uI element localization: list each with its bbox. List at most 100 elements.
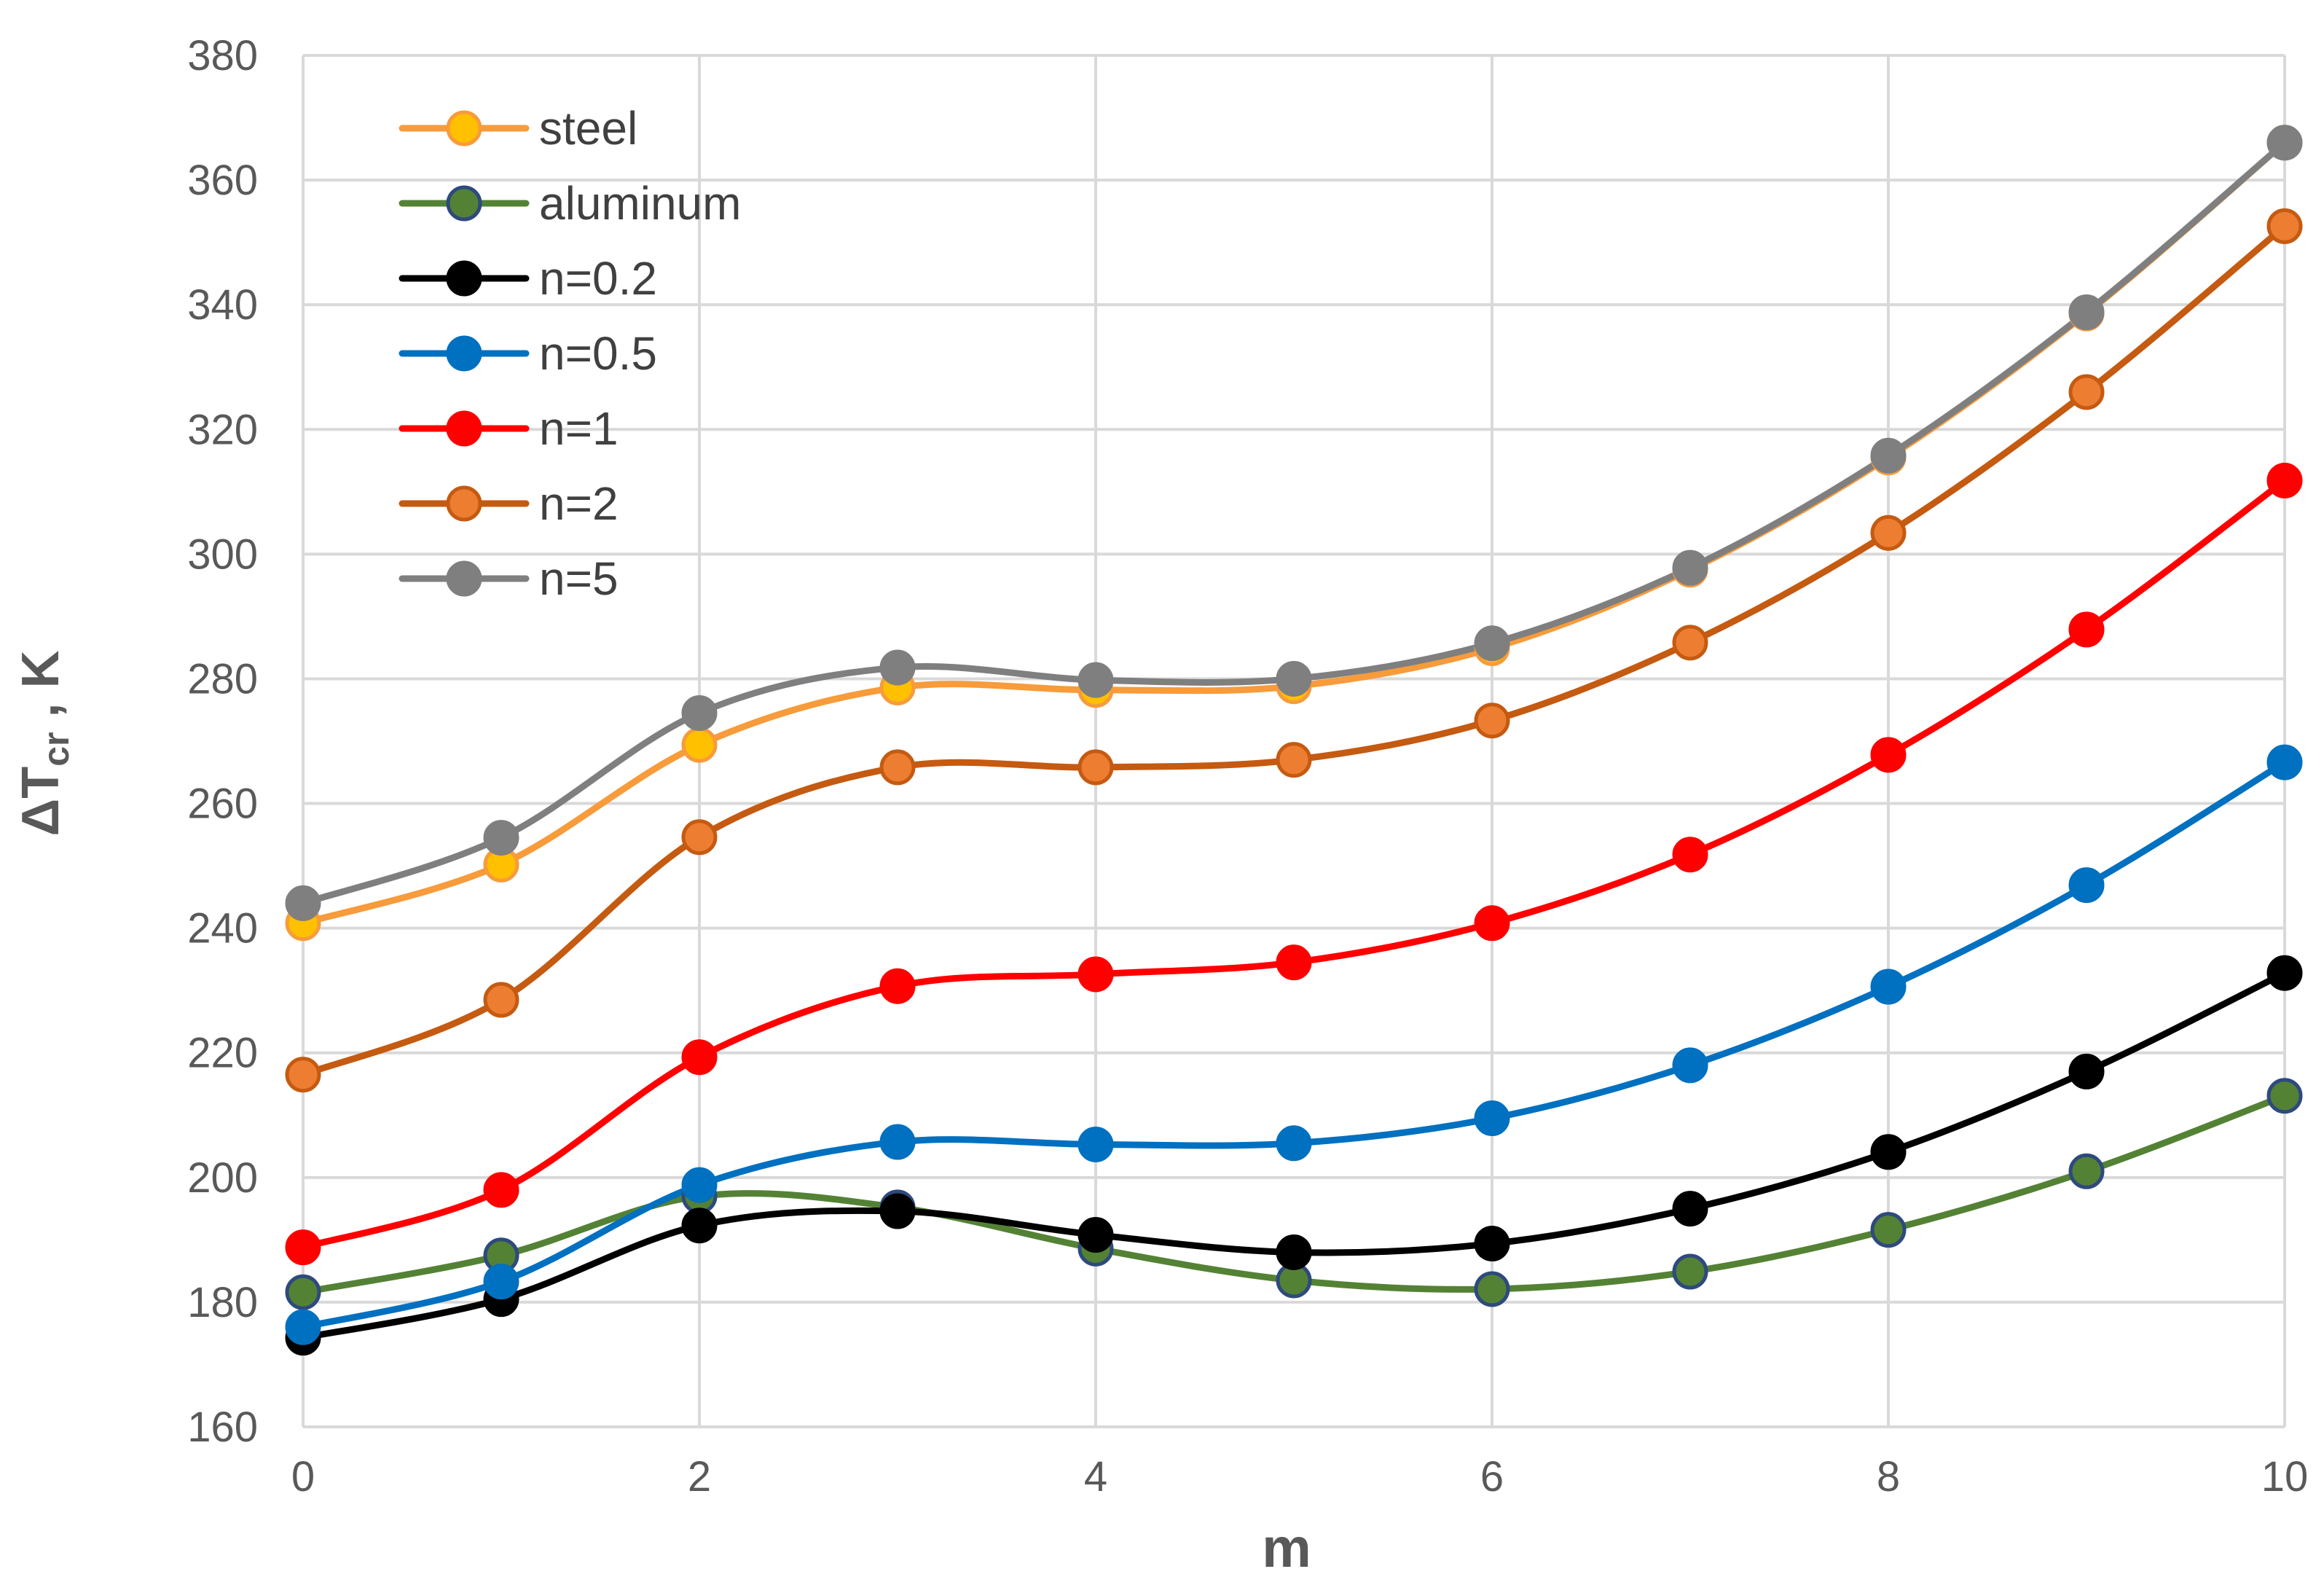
data-point-n-0-5 — [1077, 1126, 1114, 1162]
data-point-n-0-2 — [1672, 1191, 1708, 1227]
data-point-n-5 — [1077, 662, 1114, 698]
legend-item-n-1: n=1 — [399, 402, 619, 455]
y-tick-label: 340 — [187, 281, 258, 329]
series-points-aluminum — [285, 1078, 2303, 1310]
y-tick-label: 280 — [187, 655, 258, 703]
data-point-n-5 — [285, 885, 321, 921]
data-point-n-5 — [1276, 660, 1312, 697]
x-tick-label: 8 — [1877, 1453, 1900, 1500]
legend-swatch-marker — [446, 110, 482, 146]
data-point-n-1 — [1077, 956, 1114, 993]
data-point-n-2 — [1276, 742, 1312, 778]
tick-labels: 160 180 200 220 240 260 280 300 320 340 360 380 0 2 4 6… — [187, 32, 2308, 1500]
data-point-n-2 — [1672, 625, 1708, 661]
y-tick-label: 160 — [187, 1404, 258, 1451]
data-point-aluminum — [285, 1274, 321, 1310]
legend-item-steel: steel — [399, 102, 637, 154]
data-point-n-0-2 — [1276, 1234, 1312, 1270]
data-point-n-0-2 — [1870, 1134, 1907, 1170]
legend-label: n=0.5 — [539, 327, 657, 380]
data-point-n-2 — [2266, 208, 2303, 244]
x-tick-label: 10 — [2261, 1453, 2309, 1500]
series-points-n-2 — [285, 208, 2303, 1093]
data-point-n-1 — [483, 1172, 519, 1208]
legend-swatch-marker — [446, 260, 482, 297]
y-tick-label: 380 — [187, 32, 258, 79]
legend: steel aluminum n=0.2 n=0.5 n=1 n=2 n=5 — [399, 102, 741, 605]
data-point-n-1 — [1672, 837, 1708, 873]
y-tick-label: 360 — [187, 157, 258, 204]
y-tick-label: 220 — [187, 1030, 258, 1077]
legend-label: n=1 — [539, 402, 619, 455]
data-point-n-1 — [1276, 944, 1312, 981]
data-point-n-1 — [285, 1229, 321, 1266]
y-tick-label: 180 — [187, 1279, 258, 1326]
data-point-n-2 — [1870, 514, 1907, 551]
legend-swatch-marker — [446, 335, 482, 372]
y-tick-label: 300 — [187, 531, 258, 578]
data-point-n-1 — [2068, 611, 2105, 648]
data-point-n-2 — [681, 819, 718, 856]
data-point-n-2 — [285, 1057, 321, 1093]
series-markers — [285, 125, 2303, 1356]
y-axis-title: ΔTcr , K — [12, 650, 76, 836]
data-point-n-0-5 — [2266, 744, 2303, 780]
data-point-n-0-2 — [2266, 955, 2303, 991]
x-axis-title: m — [1262, 1517, 1311, 1579]
data-point-n-1 — [879, 968, 916, 1004]
data-point-aluminum — [2266, 1078, 2303, 1114]
legend-swatch-marker — [446, 485, 482, 522]
y-axis-title-subscript: cr — [36, 732, 76, 767]
data-point-n-5 — [1672, 549, 1708, 586]
legend-item-aluminum: aluminum — [399, 177, 741, 230]
data-point-n-2 — [2068, 374, 2105, 410]
legend-label: aluminum — [539, 177, 741, 230]
data-point-aluminum — [1672, 1253, 1708, 1290]
data-point-n-2 — [1077, 749, 1114, 786]
x-tick-label: 6 — [1480, 1453, 1504, 1500]
legend-item-n-5: n=5 — [399, 552, 619, 605]
data-point-n-0-2 — [879, 1193, 916, 1229]
data-point-n-1 — [2266, 462, 2303, 498]
data-point-n-0-5 — [1672, 1047, 1708, 1084]
data-point-n-5 — [681, 695, 718, 732]
y-tick-label: 260 — [187, 780, 258, 828]
data-point-n-2 — [483, 982, 519, 1018]
data-point-n-1 — [1870, 737, 1907, 773]
data-point-n-0-5 — [1474, 1100, 1510, 1137]
data-point-n-5 — [879, 649, 916, 686]
data-point-n-2 — [1474, 703, 1510, 739]
data-point-aluminum — [1474, 1271, 1510, 1307]
y-tick-label: 240 — [187, 905, 258, 952]
x-tick-label: 0 — [291, 1453, 315, 1500]
legend-label: steel — [539, 102, 637, 154]
data-point-n-0-2 — [1077, 1217, 1114, 1253]
data-point-aluminum — [2068, 1153, 2105, 1189]
legend-swatch-marker — [446, 185, 482, 222]
data-point-n-0-2 — [1474, 1225, 1510, 1261]
x-tick-label: 4 — [1084, 1453, 1107, 1500]
data-point-n-0-2 — [681, 1208, 718, 1244]
y-axis-title-unit: , K — [12, 650, 70, 732]
data-point-n-1 — [681, 1039, 718, 1076]
series-points-n-5 — [285, 125, 2303, 921]
data-point-n-0-5 — [1276, 1125, 1312, 1162]
data-point-n-0-5 — [483, 1264, 519, 1300]
series-points-steel — [285, 125, 2303, 942]
y-axis-title-main: ΔT — [12, 767, 70, 837]
y-tick-label: 200 — [187, 1154, 258, 1202]
series-points-n-1 — [285, 462, 2303, 1266]
data-point-n-0-5 — [2068, 867, 2105, 904]
data-point-n-0-5 — [681, 1167, 718, 1203]
data-point-aluminum — [1870, 1212, 1907, 1248]
data-point-n-0-2 — [2068, 1053, 2105, 1089]
legend-label: n=0.2 — [539, 252, 657, 305]
data-point-n-2 — [879, 749, 916, 786]
legend-label: n=2 — [539, 477, 619, 530]
legend-item-n-2: n=2 — [399, 477, 619, 530]
y-tick-label: 320 — [187, 406, 258, 453]
data-point-n-0-5 — [285, 1309, 321, 1345]
data-point-steel — [681, 727, 718, 763]
legend-item-n-0-2: n=0.2 — [399, 252, 657, 305]
